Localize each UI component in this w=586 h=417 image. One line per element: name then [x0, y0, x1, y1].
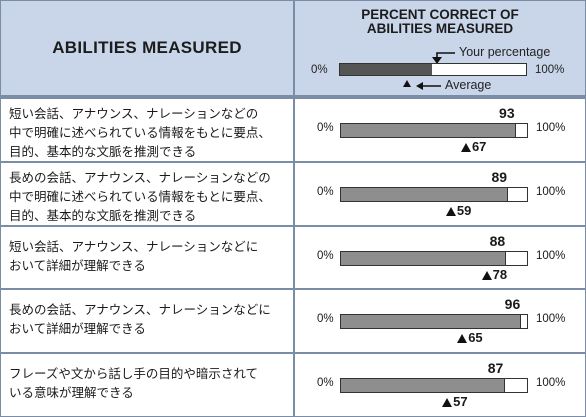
column-divider — [293, 163, 295, 225]
average-triangle-icon — [445, 207, 456, 216]
average-value: 65 — [468, 330, 483, 345]
percent-header-title-line2: ABILITIES MEASURED — [366, 21, 514, 36]
your-percentage-arrow-icon — [432, 57, 442, 64]
ability-description-line: フレーズや文から話し手の目的や暗示されて — [9, 366, 259, 381]
your-percentage-value: 89 — [491, 169, 508, 185]
axis-max-label: 100% — [536, 249, 566, 262]
axis-max-label: 100% — [536, 122, 566, 134]
ability-description-line: 目的、基本的な文脈を推測できる — [9, 144, 197, 159]
axis-max-label: 100% — [536, 313, 566, 325]
ability-description-line: 短い会話、アナウンス、ナレーションなどに — [9, 239, 259, 254]
your-percentage-fill — [341, 315, 522, 328]
ability-description-line: 目的、基本的な文脈を推測できる — [9, 208, 197, 223]
abilities-header: ABILITIES MEASURED — [1, 1, 295, 97]
your-percentage-note: Your percentage — [459, 45, 551, 59]
your-percentage-fill — [341, 379, 505, 392]
column-divider — [293, 290, 295, 352]
average-note: Average — [445, 78, 492, 92]
axis-min-label: 0% — [317, 249, 334, 262]
average-value: 78 — [492, 266, 508, 282]
your-percentage-value: 96 — [504, 296, 521, 312]
ability-row: フレーズや文から話し手の目的や暗示されて いる意味が理解できる 0% 100% 87 57 — [1, 352, 585, 416]
average-triangle-icon — [442, 398, 453, 407]
legend-arrows — [416, 52, 455, 90]
axis-max-label: 100% — [536, 377, 566, 389]
your-percentage-fill — [341, 188, 509, 201]
average-marker: 65 — [457, 330, 483, 345]
ability-description-line: 中で明確に述べられている情報をもとに要点、 — [9, 189, 271, 204]
your-percentage-value: 93 — [499, 105, 515, 121]
percent-header: PERCENT CORRECT OF ABILITIES MEASURED 0%… — [295, 1, 585, 97]
average-marker: 59 — [445, 203, 472, 218]
ability-description-line: おいて詳細が理解できる — [9, 258, 146, 273]
axis-min-label: 0% — [317, 313, 334, 325]
average-arrow-icon — [416, 82, 423, 90]
abilities-header-title: ABILITIES MEASURED — [52, 38, 242, 57]
percent-bar — [340, 378, 528, 393]
ability-description-line: 短い会話、アナウンス、ナレーションなどの — [9, 106, 259, 121]
your-percentage-fill — [341, 251, 507, 265]
column-divider — [293, 354, 295, 416]
average-value: 57 — [453, 394, 468, 409]
percent-bar — [340, 123, 528, 138]
axis-min-label: 0% — [317, 186, 334, 198]
ability-row: 長めの会話、アナウンス、ナレーションなどに おいて詳細が理解できる 0% 100% 96… — [1, 288, 585, 352]
average-marker: 78 — [481, 266, 508, 282]
ability-row: 短い会話、アナウンス、ナレーションなどに おいて詳細が理解できる 0% 100% 88 7… — [1, 225, 585, 288]
your-percentage-value: 88 — [489, 232, 506, 249]
axis-max-label: 100% — [536, 186, 566, 198]
average-value: 59 — [456, 203, 472, 218]
legend-sample-bar — [339, 63, 527, 76]
ability-description: 短い会話、アナウンス、ナレーションなどに おいて詳細が理解できる — [9, 237, 289, 275]
your-percentage-fill — [341, 124, 516, 137]
ability-row: 長めの会話、アナウンス、ナレーションなどの 中で明確に述べられている情報をもとに要… — [1, 161, 585, 225]
legend-sample-fill — [340, 64, 433, 75]
percent-bar — [340, 187, 528, 202]
ability-row: 短い会話、アナウンス、ナレーションなどの 中で明確に述べられている情報をもとに要点… — [1, 97, 585, 161]
ability-description: フレーズや文から話し手の目的や暗示されて いる意味が理解できる — [9, 364, 289, 402]
ability-description: 長めの会話、アナウンス、ナレーションなどに おいて詳細が理解できる — [9, 300, 289, 338]
average-marker: 67 — [460, 139, 487, 154]
legend-min-label: 0% — [311, 64, 328, 76]
average-triangle-icon — [460, 143, 471, 152]
average-triangle-icon — [457, 334, 468, 343]
legend-max-label: 100% — [535, 64, 565, 76]
ability-description: 長めの会話、アナウンス、ナレーションなどの 中で明確に述べられている情報をもとに要… — [9, 168, 289, 225]
column-divider — [293, 227, 295, 288]
average-marker: 57 — [442, 394, 468, 409]
ability-description-line: いる意味が理解できる — [9, 385, 134, 400]
average-triangle-icon — [481, 270, 492, 280]
ability-description-line: 長めの会話、アナウンス、ナレーションなどに — [9, 302, 271, 317]
average-value: 67 — [471, 139, 487, 154]
ability-description-line: 長めの会話、アナウンス、ナレーションなどの — [9, 170, 271, 185]
legend-average-marker-icon — [402, 80, 411, 87]
ability-description-line: 中で明確に述べられている情報をもとに要点、 — [9, 125, 271, 140]
axis-min-label: 0% — [317, 122, 334, 134]
percent-header-title-line1: PERCENT CORRECT OF — [361, 7, 519, 22]
column-divider — [293, 99, 295, 161]
your-percentage-value: 87 — [487, 360, 504, 376]
ability-description-line: おいて詳細が理解できる — [9, 321, 146, 336]
axis-min-label: 0% — [317, 377, 334, 389]
percent-bar — [340, 314, 528, 329]
ability-description: 短い会話、アナウンス、ナレーションなどの 中で明確に述べられている情報をもとに要点… — [9, 104, 289, 161]
percent-bar — [340, 250, 528, 266]
